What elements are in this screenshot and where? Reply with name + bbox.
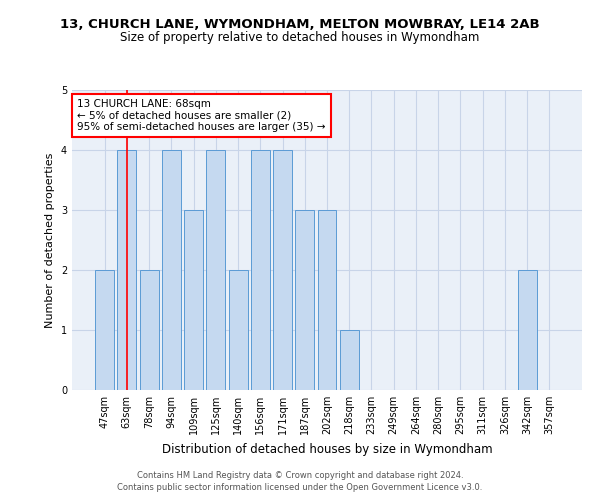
- Bar: [140, 270, 158, 390]
- Bar: [118, 150, 136, 390]
- Text: Size of property relative to detached houses in Wymondham: Size of property relative to detached ho…: [121, 31, 479, 44]
- Bar: [184, 210, 203, 390]
- Bar: [340, 330, 359, 390]
- Bar: [229, 270, 248, 390]
- Bar: [95, 270, 114, 390]
- Bar: [295, 210, 314, 390]
- Bar: [206, 150, 225, 390]
- Bar: [518, 270, 536, 390]
- Bar: [162, 150, 181, 390]
- X-axis label: Distribution of detached houses by size in Wymondham: Distribution of detached houses by size …: [161, 442, 493, 456]
- Bar: [251, 150, 270, 390]
- Text: 13, CHURCH LANE, WYMONDHAM, MELTON MOWBRAY, LE14 2AB: 13, CHURCH LANE, WYMONDHAM, MELTON MOWBR…: [60, 18, 540, 30]
- Y-axis label: Number of detached properties: Number of detached properties: [46, 152, 55, 328]
- Text: Contains public sector information licensed under the Open Government Licence v3: Contains public sector information licen…: [118, 484, 482, 492]
- Text: 13 CHURCH LANE: 68sqm
← 5% of detached houses are smaller (2)
95% of semi-detach: 13 CHURCH LANE: 68sqm ← 5% of detached h…: [77, 99, 326, 132]
- Text: Contains HM Land Registry data © Crown copyright and database right 2024.: Contains HM Land Registry data © Crown c…: [137, 471, 463, 480]
- Bar: [317, 210, 337, 390]
- Bar: [273, 150, 292, 390]
